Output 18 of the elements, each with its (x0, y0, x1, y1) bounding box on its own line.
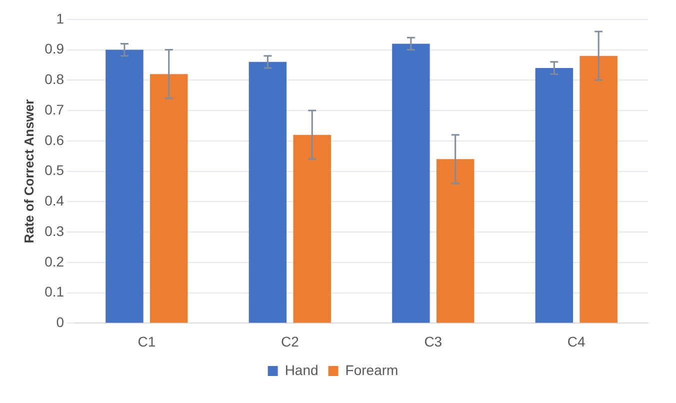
y-tick-label: 0.8 (44, 71, 64, 88)
x-tick-label: C1 (138, 333, 156, 350)
y-tick-label: 0.9 (44, 40, 64, 57)
y-tick-label: 0.7 (44, 101, 64, 118)
y-tick-label: 0.2 (44, 253, 64, 270)
legend-label: Forearm (345, 362, 398, 378)
y-tick-label: 0.6 (44, 132, 64, 148)
y-axis-title: Rate of Correct Answer (21, 99, 36, 244)
x-tick-label: C4 (567, 333, 586, 350)
y-tick-label: 0.5 (44, 162, 64, 178)
legend-label: Hand (284, 362, 318, 378)
y-tick-label: 0.3 (44, 222, 64, 239)
y-tick-label: 0.1 (44, 284, 64, 300)
x-tick-label: C2 (280, 333, 300, 350)
y-tick-label: 1 (56, 10, 64, 26)
y-tick-label: 0 (56, 314, 64, 330)
y-tick-label: 0.4 (44, 192, 64, 209)
x-tick-label: C3 (424, 333, 442, 350)
